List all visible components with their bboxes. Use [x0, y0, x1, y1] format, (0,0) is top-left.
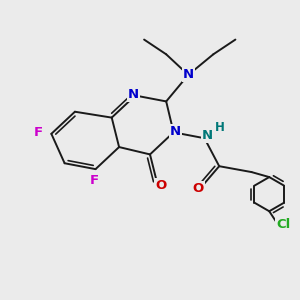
Text: F: F — [34, 126, 43, 139]
Text: Cl: Cl — [276, 218, 290, 231]
Text: N: N — [183, 68, 194, 81]
Text: N: N — [128, 88, 140, 101]
Text: N: N — [169, 125, 181, 138]
Text: H: H — [215, 122, 225, 134]
Text: F: F — [89, 174, 99, 187]
Text: O: O — [192, 182, 204, 195]
Text: O: O — [155, 179, 167, 192]
Text: N: N — [202, 129, 213, 142]
